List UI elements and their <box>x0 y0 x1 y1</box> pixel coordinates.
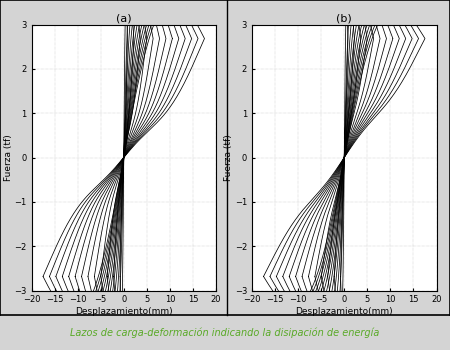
X-axis label: Desplazamiento(mm): Desplazamiento(mm) <box>296 307 393 316</box>
Title: (a): (a) <box>116 14 131 24</box>
X-axis label: Desplazamiento(mm): Desplazamiento(mm) <box>75 307 172 316</box>
Title: (b): (b) <box>337 14 352 24</box>
Y-axis label: Fuerza (tf): Fuerza (tf) <box>4 134 13 181</box>
Y-axis label: Fuerza (tf): Fuerza (tf) <box>225 134 234 181</box>
Text: Lazos de carga-deformación indicando la disipación de energía: Lazos de carga-deformación indicando la … <box>70 327 380 338</box>
